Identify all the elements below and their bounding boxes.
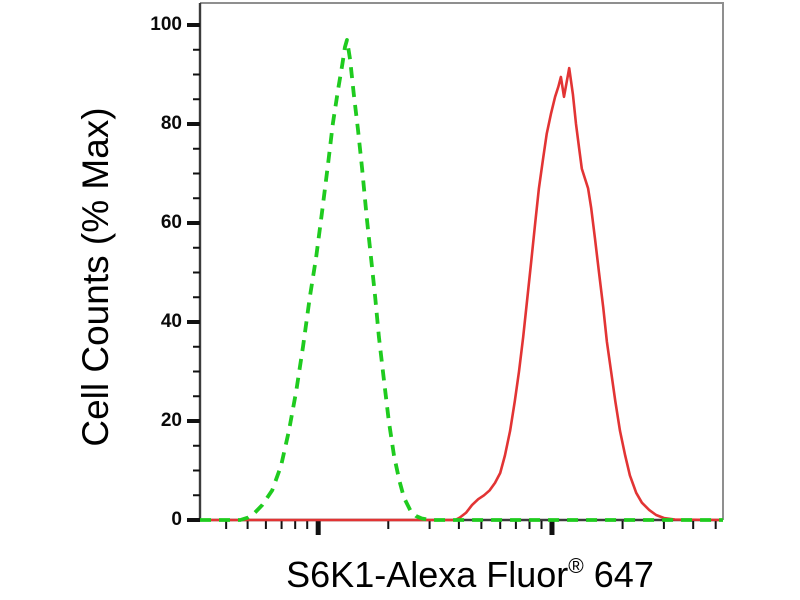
x-axis-title: S6K1-Alexa Fluor® 647	[286, 554, 654, 596]
x-axis-title-main: S6K1-Alexa Fluor	[286, 554, 569, 595]
y-tick-label: 80	[160, 113, 182, 134]
y-tick-labels: 0 20 40 60 80 100	[0, 0, 182, 600]
y-tick-label: 60	[160, 212, 182, 233]
y-tick-label: 20	[160, 410, 182, 431]
plot-border	[200, 2, 724, 520]
sample-curve	[200, 66, 724, 522]
y-tick-label: 100	[150, 14, 182, 35]
x-axis-title-suffix: 647	[583, 554, 654, 595]
y-tick-label: 0	[171, 509, 182, 530]
control-curve	[200, 38, 723, 522]
registered-trademark-icon: ®	[568, 555, 584, 578]
y-tick-label: 40	[160, 311, 182, 332]
